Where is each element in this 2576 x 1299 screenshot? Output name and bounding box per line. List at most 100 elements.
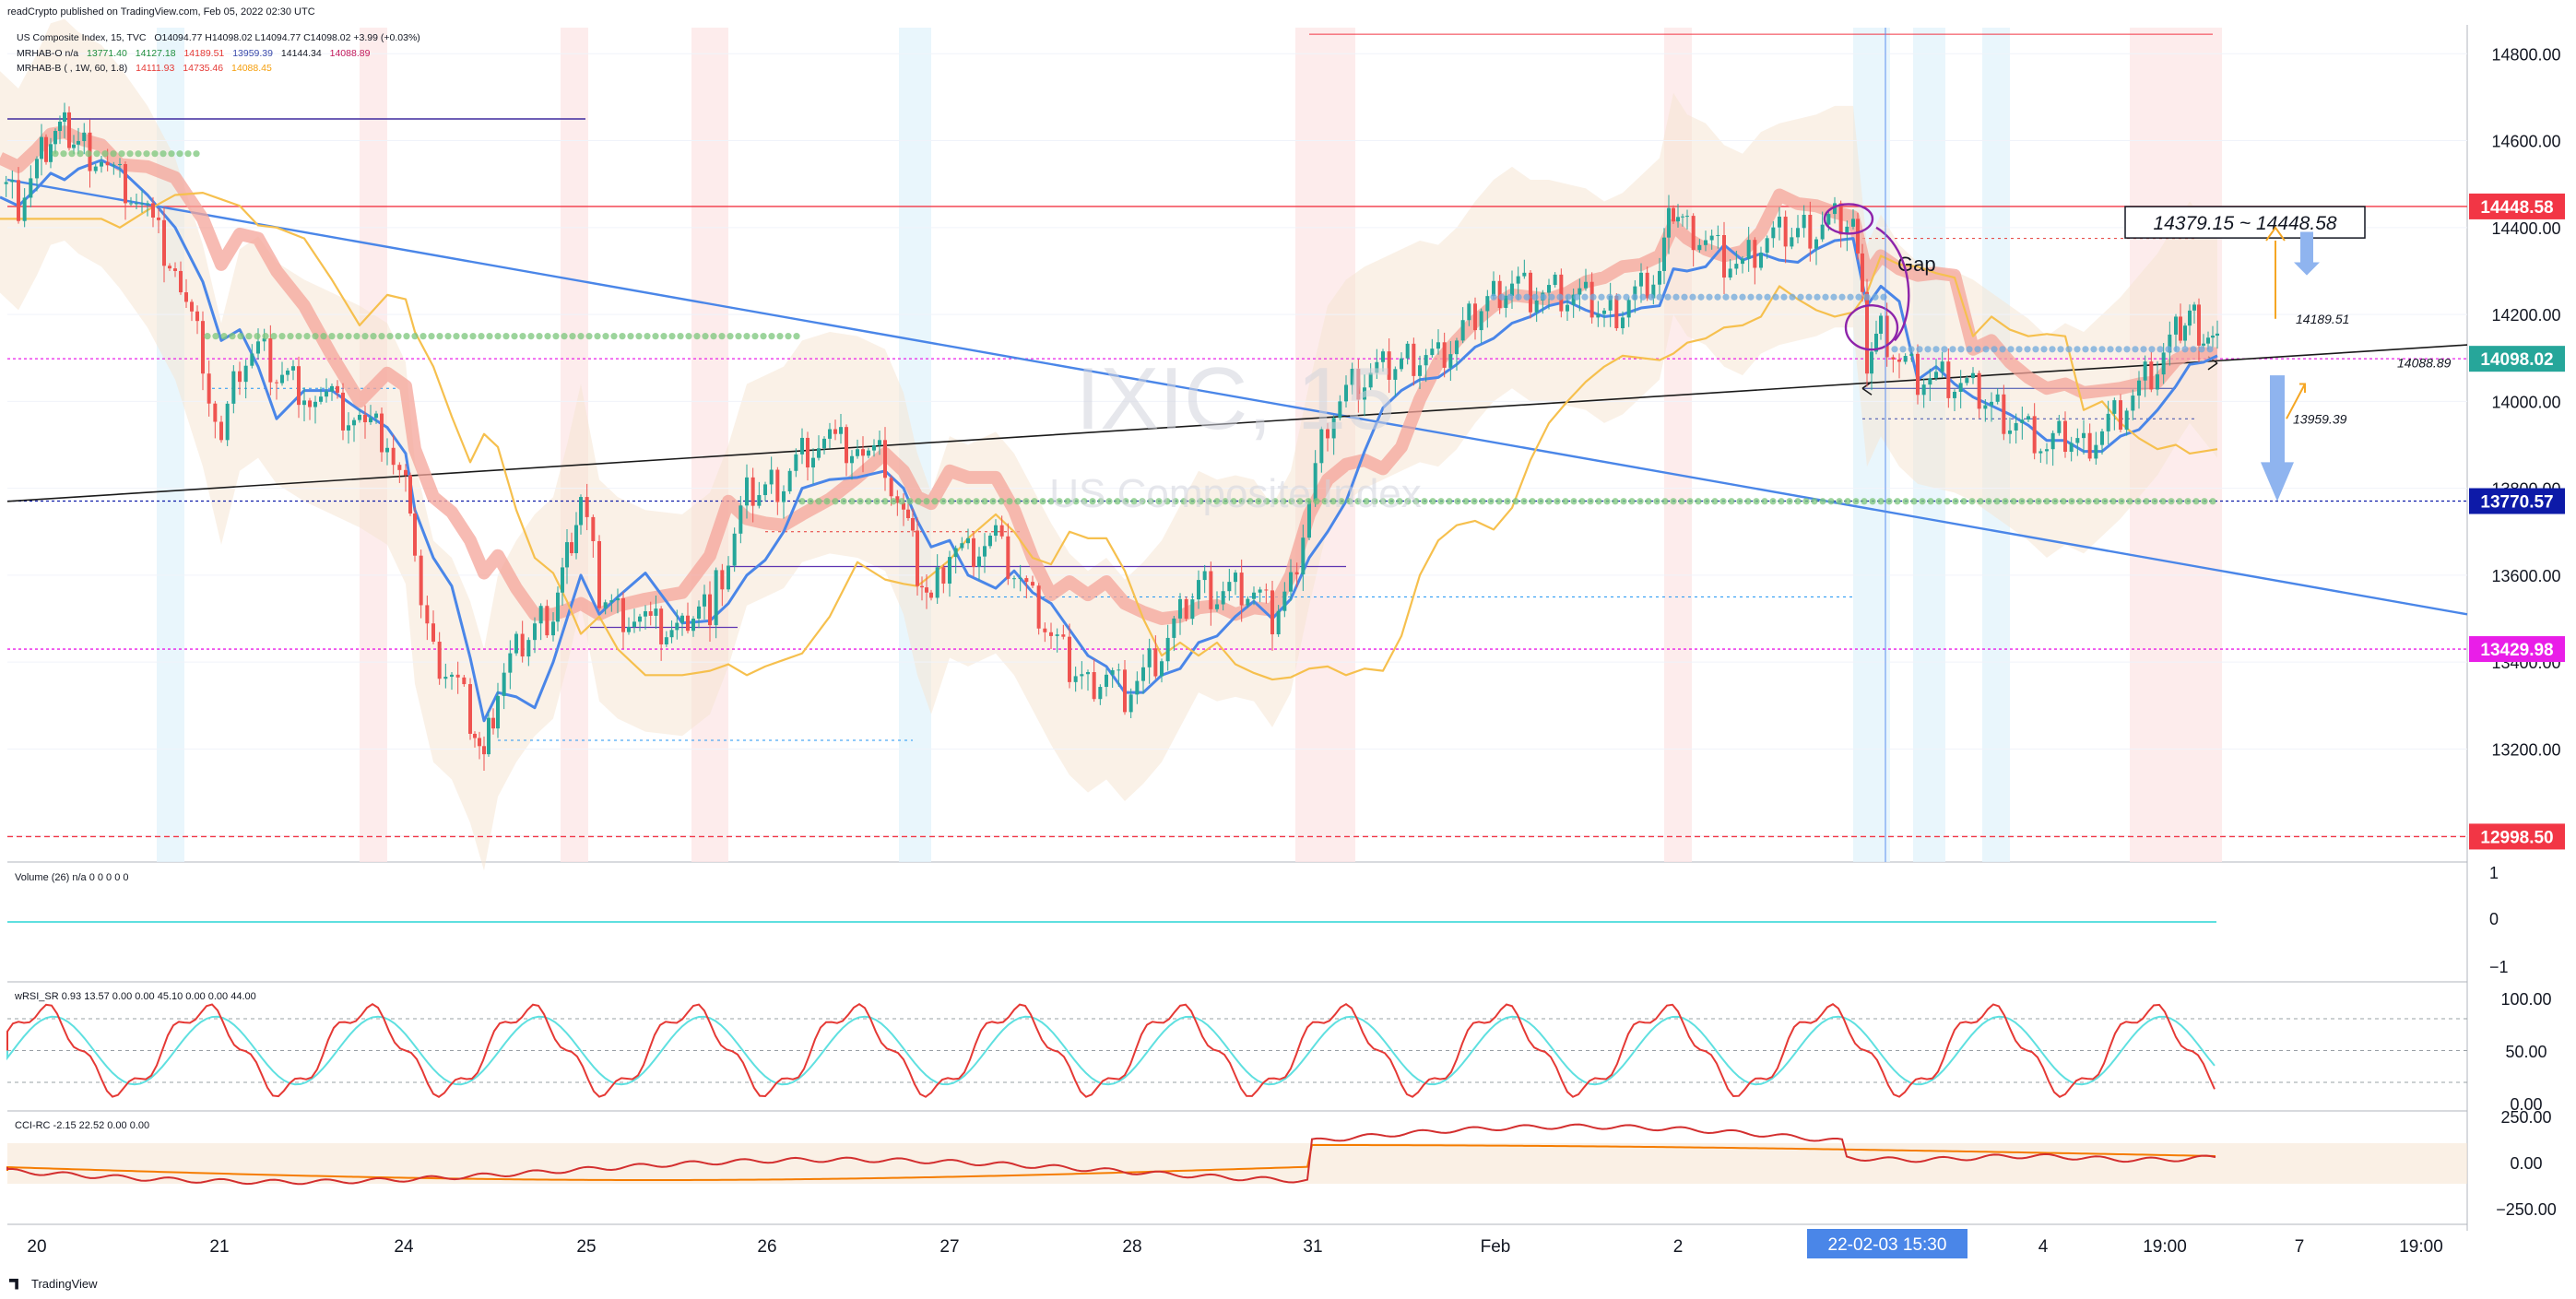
candle-body <box>1681 216 1684 218</box>
level-dot <box>403 333 410 340</box>
candle-body <box>443 677 448 679</box>
level-dot <box>1122 498 1129 505</box>
candle-body <box>1430 348 1435 356</box>
candle-body <box>638 616 642 622</box>
candle-body <box>1865 291 1869 374</box>
candle-body <box>1856 218 1860 254</box>
candle-body <box>2082 432 2086 439</box>
candle-body <box>763 484 767 496</box>
candle-body <box>201 321 205 374</box>
level-dot <box>1977 498 1984 505</box>
level-dot <box>1830 293 1837 301</box>
level-dot <box>1573 293 1580 301</box>
level-dot <box>823 498 831 505</box>
level-dot <box>1670 498 1677 505</box>
level-dot <box>1639 293 1647 301</box>
level-dot <box>85 150 92 158</box>
level-dot <box>254 333 261 340</box>
level-dot <box>1388 498 1395 505</box>
candle-body <box>972 537 975 567</box>
level-dot <box>68 150 76 158</box>
level-dot <box>1603 498 1611 505</box>
candle-body <box>1662 237 1666 271</box>
level-dot <box>1885 498 1893 505</box>
candle-body <box>720 570 725 590</box>
level-dot <box>807 498 814 505</box>
candle-body <box>1215 604 1219 609</box>
level-dot <box>1562 498 1569 505</box>
rsi-pane: wRSI_SR 0.93 13.57 0.00 0.00 45.10 0.00 … <box>6 990 2552 1114</box>
time-tick: 27 <box>939 1237 959 1257</box>
candle-body <box>17 180 20 221</box>
level-dot <box>1589 293 1597 301</box>
legend-ind2[interactable]: MRHAB-B ( , 1W, 60, 1.8) 14111.93 14735.… <box>17 63 278 74</box>
candle-body <box>1716 234 1720 236</box>
level-dot <box>2007 346 2015 353</box>
candle-body <box>1123 669 1127 713</box>
candle-body <box>2183 325 2187 341</box>
candle-body <box>2032 416 2037 454</box>
legend-main[interactable]: US Composite Index, 15, TVC O14094.77 H1… <box>17 32 426 43</box>
rsi-line <box>6 1002 2216 1098</box>
candle-body <box>325 391 328 397</box>
level-dot <box>2115 346 2122 353</box>
candle-body <box>782 490 786 502</box>
level-dot <box>1637 498 1644 505</box>
candle-body <box>1529 272 1532 313</box>
level-dot <box>2068 498 2075 505</box>
candle-body <box>1845 226 1849 235</box>
candle-body <box>4 182 8 184</box>
cci-label: CCI-RC -2.15 22.52 0.00 0.00 <box>15 1120 149 1131</box>
price-tick: 13200.00 <box>2491 740 2560 759</box>
candle-body <box>787 470 792 491</box>
time-tick: 31 <box>1303 1237 1322 1257</box>
level-dot <box>1769 498 1777 505</box>
candle-body <box>1741 258 1744 265</box>
level-dot <box>370 333 377 340</box>
level-dot <box>1744 498 1752 505</box>
candle-body <box>437 642 442 679</box>
level-dot <box>602 333 609 340</box>
level-dot <box>118 150 125 158</box>
crosshair: 22-02-03 15:30 <box>1807 28 1967 1258</box>
level-dot <box>751 333 759 340</box>
level-dot <box>1852 498 1860 505</box>
candle-body <box>256 341 260 354</box>
tradingview-logo-icon <box>9 1278 18 1290</box>
level-dot <box>1910 498 1918 505</box>
candle-body <box>1055 634 1059 636</box>
level-dot <box>1894 498 1901 505</box>
level-dot <box>727 333 734 340</box>
level-dot <box>1255 498 1262 505</box>
candle-body <box>691 619 695 632</box>
candle-body <box>1012 578 1016 580</box>
candle-body <box>29 178 33 198</box>
level-dot <box>2035 498 2042 505</box>
candle-body <box>195 311 199 322</box>
tradingview-footer[interactable]: TradingView <box>9 1277 98 1291</box>
level-dot <box>1747 293 1755 301</box>
level-dot <box>1363 498 1370 505</box>
candle-body <box>1368 372 1373 388</box>
level-dot <box>1047 498 1055 505</box>
level-dot <box>1222 498 1229 505</box>
candle-body <box>1455 340 1459 355</box>
level-dot <box>793 333 800 340</box>
candle-body <box>2100 431 2104 445</box>
level-dot <box>444 333 452 340</box>
session-band <box>691 28 728 862</box>
legend-ind1[interactable]: MRHAB-O n/a 13771.40 14127.18 14189.51 1… <box>17 48 375 59</box>
candle-body <box>895 496 900 503</box>
level-dot <box>1205 498 1212 505</box>
level-dot <box>1861 498 1868 505</box>
level-dot <box>1797 293 1804 301</box>
level-dot <box>278 333 286 340</box>
candle-body <box>732 533 737 566</box>
candle-body <box>491 717 495 729</box>
candle-body <box>1239 573 1244 606</box>
candle-body <box>1319 429 1324 464</box>
level-dot <box>411 333 419 340</box>
level-dot <box>2043 498 2050 505</box>
level-dot <box>2051 498 2059 505</box>
